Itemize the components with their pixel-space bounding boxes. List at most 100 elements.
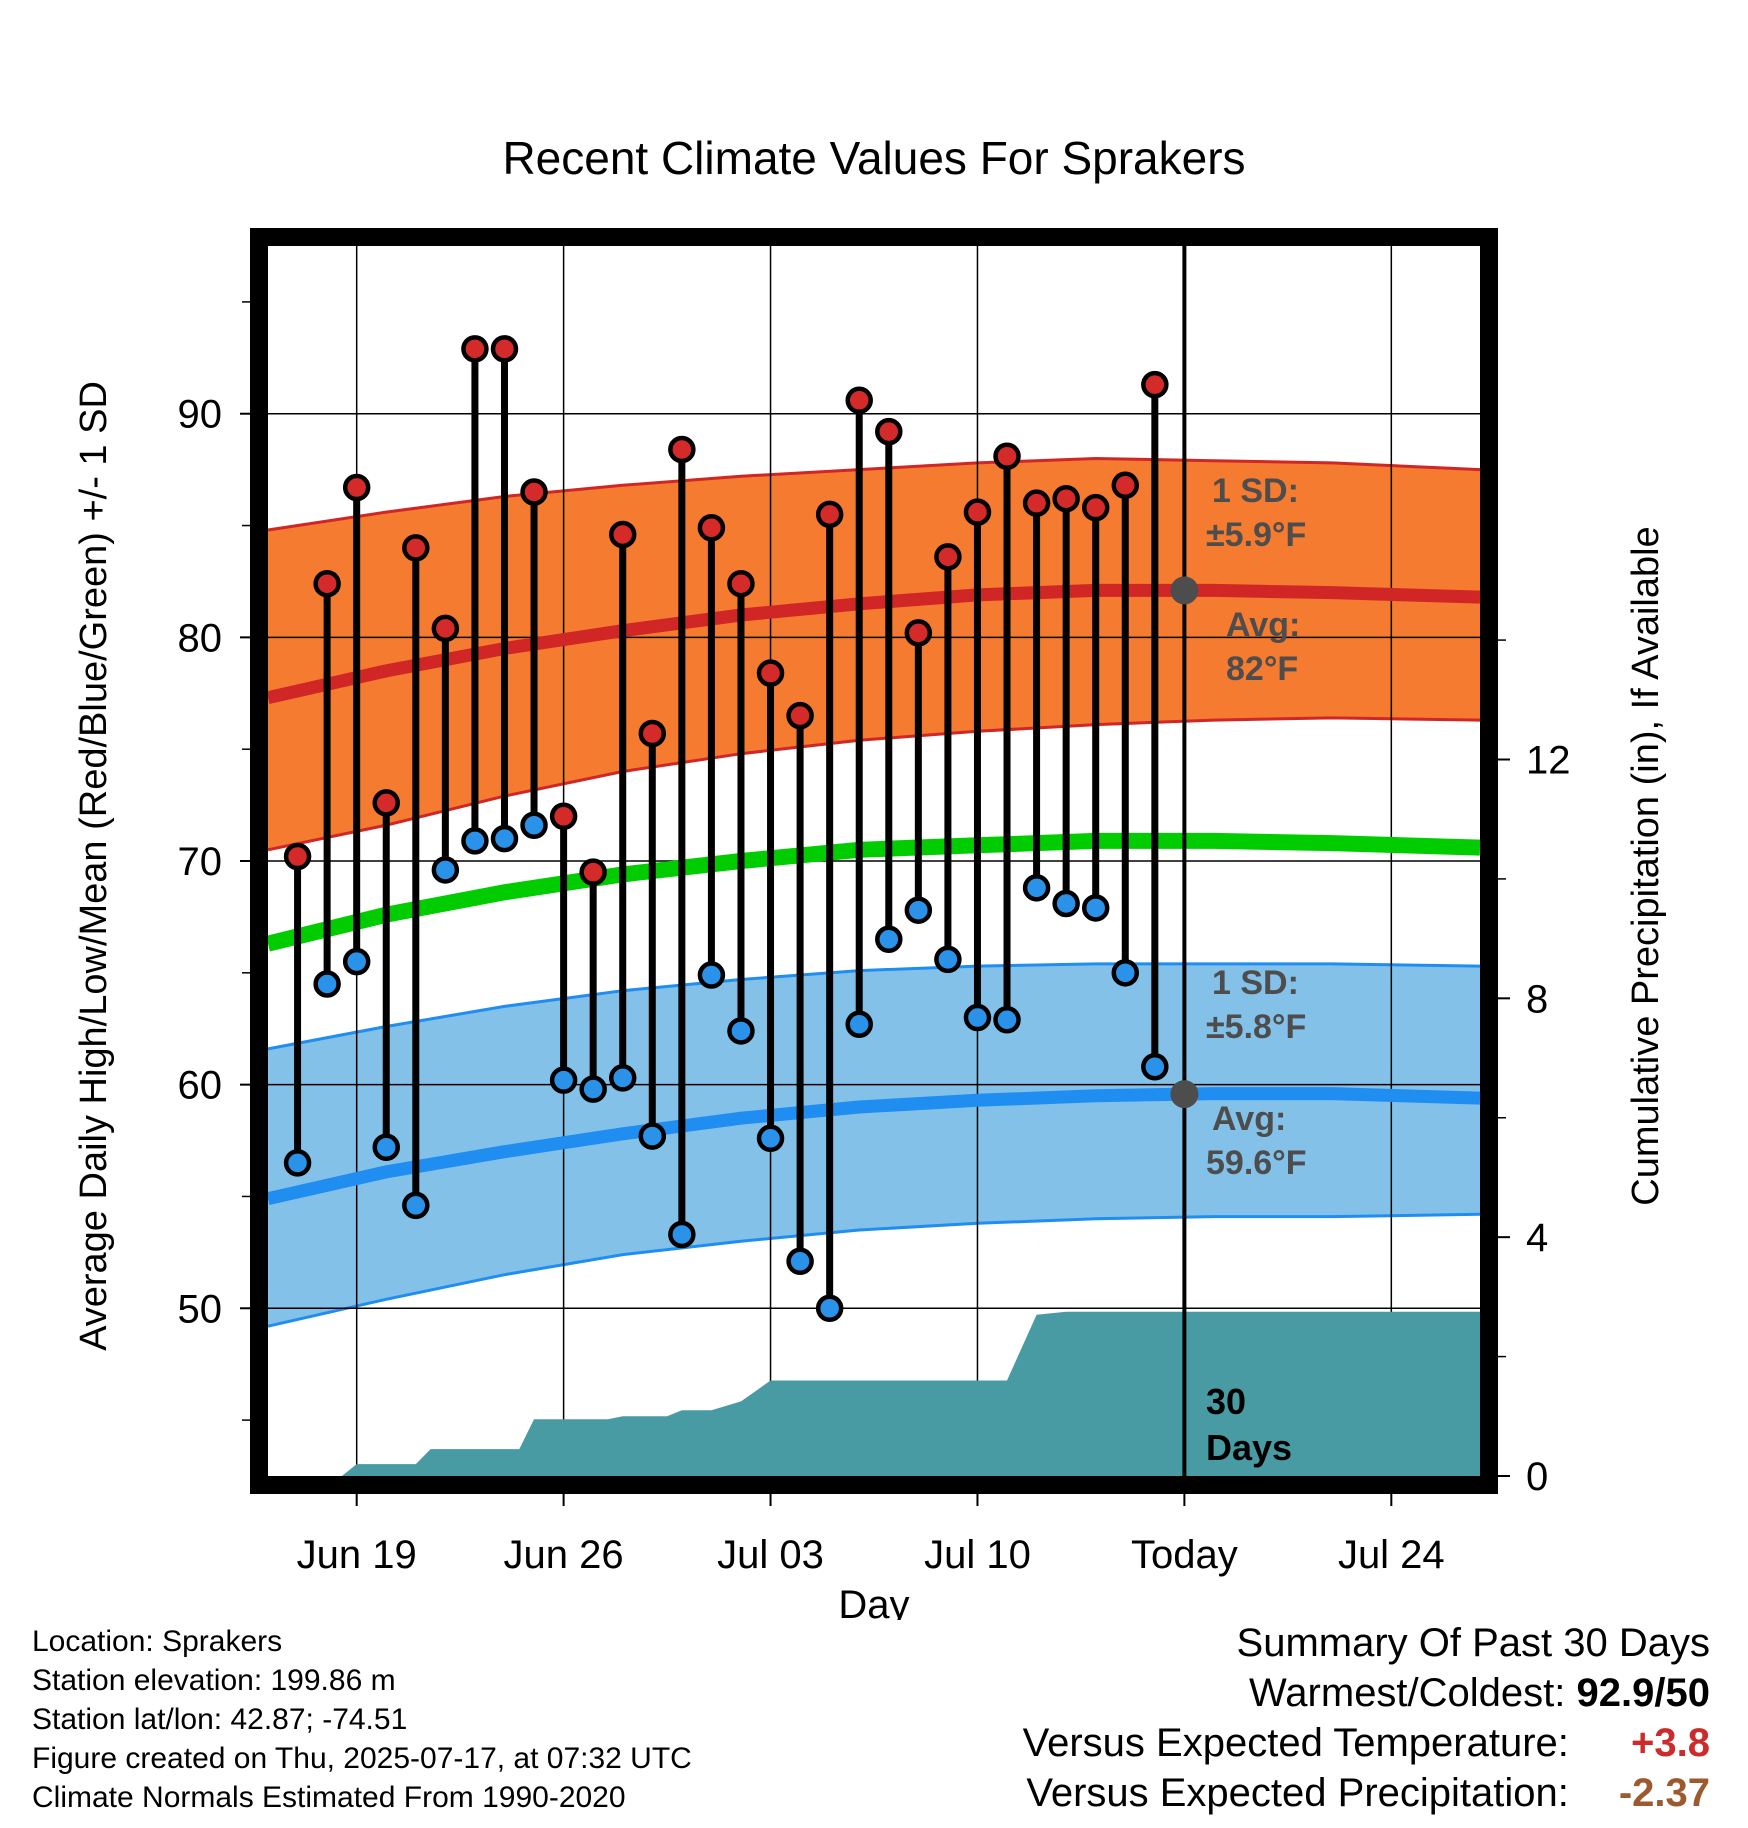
daily-high-point	[402, 534, 430, 562]
daily-low-point	[904, 896, 933, 924]
daily-high-point	[786, 701, 814, 730]
daily-low-point	[934, 945, 962, 974]
daily-bar	[608, 520, 637, 1092]
x-tick-label: Jun 26	[504, 1533, 624, 1577]
low-band-lower-edge	[267, 1212, 1481, 1328]
daily-high-point	[1111, 471, 1140, 500]
low-avg-value: 59.6°F	[1206, 1144, 1307, 1182]
y-axis-label: Average Daily High/Low/Mean (Red/Blue/Gr…	[73, 381, 115, 1351]
daily-bar	[402, 534, 430, 1220]
low-sd-label: 1 SD:	[1212, 964, 1299, 1002]
y2-tick-label: 8	[1526, 977, 1548, 1021]
daily-low-point	[520, 811, 548, 839]
high-sd-value: ±5.9°F	[1206, 516, 1306, 554]
daily-high-point	[815, 500, 844, 529]
daily-low-point	[963, 1003, 992, 1032]
daily-low-point	[283, 1149, 312, 1177]
daily-bar	[668, 435, 696, 1249]
daily-low-point	[668, 1220, 696, 1249]
plot-frame	[250, 228, 1498, 1494]
precip-days-label: Days	[1206, 1427, 1292, 1468]
daily-low-point	[431, 856, 460, 884]
daily-high-point	[342, 473, 371, 502]
precip-days-number: 30	[1206, 1381, 1246, 1422]
daily-high-point	[993, 442, 1021, 470]
daily-high-point	[1141, 370, 1169, 399]
x-tick-label: Jul 03	[717, 1533, 824, 1577]
daily-bar	[461, 335, 489, 855]
warmest-coldest-row: Warmest/Coldest: 92.9/50	[1023, 1668, 1710, 1718]
daily-bar	[372, 789, 400, 1162]
daily-low-point	[815, 1294, 844, 1323]
precipitation-area	[268, 1311, 1480, 1476]
today-marker-group	[1170, 246, 1199, 1476]
daily-bar	[1081, 493, 1110, 922]
daily-low-point	[1081, 894, 1110, 922]
plot-border	[250, 228, 1498, 1494]
daily-high-point	[1022, 489, 1051, 517]
daily-bar	[431, 614, 460, 884]
daily-bar	[993, 442, 1021, 1034]
daily-low-point	[875, 925, 903, 954]
daily-high-point	[875, 417, 903, 446]
daily-high-point	[1052, 484, 1080, 513]
low-sd-value: ±5.8°F	[1206, 1008, 1306, 1046]
y2-tick-label: 4	[1526, 1216, 1548, 1260]
avg-low-line	[266, 1087, 1481, 1206]
precip-departure-value: -2.37	[1618, 1771, 1710, 1815]
daily-high-point	[638, 719, 667, 748]
daily-bar	[1141, 370, 1169, 1081]
daily-low-point	[756, 1124, 785, 1153]
daily-high-point	[372, 789, 400, 817]
warmest-coldest-value: 92.9/50	[1576, 1671, 1710, 1715]
daily-bar	[875, 417, 903, 954]
temp-departure-label: Versus Expected Temperature:	[1022, 1721, 1569, 1765]
daily-high-point	[608, 520, 637, 549]
today-avg-high-dot	[1170, 576, 1199, 605]
chart-title: Recent Climate Values For Sprakers	[502, 132, 1245, 184]
daily-high-point	[756, 659, 785, 687]
daily-low-point	[993, 1006, 1021, 1034]
daily-low-point	[697, 961, 726, 989]
daily-high-low-bars	[283, 335, 1169, 1323]
high-sd-band	[268, 458, 1480, 850]
daily-bar	[638, 719, 667, 1150]
today-avg-low-dot	[1170, 1080, 1199, 1109]
daily-high-point	[283, 842, 312, 871]
normals-text: Climate Normals Estimated From 1990-2020	[32, 1781, 626, 1814]
created-text: Figure created on Thu, 2025-07-17, at 07…	[32, 1742, 692, 1775]
daily-low-point	[579, 1075, 607, 1103]
daily-low-point	[461, 827, 489, 855]
low-sd-band	[268, 963, 1480, 1327]
daily-bar	[490, 335, 519, 853]
daily-bar	[845, 386, 873, 1039]
daily-high-point	[727, 569, 755, 598]
daily-high-point	[549, 802, 578, 831]
high-avg-value: 82°F	[1226, 650, 1298, 688]
daily-low-point	[402, 1191, 430, 1220]
daily-low-point	[490, 824, 519, 853]
y-tick-label: 90	[178, 393, 223, 437]
summary-heading: Summary Of Past 30 Days	[1236, 1621, 1710, 1665]
axes: 50 60 70 80 90 0 4 8 12 Jun 19 Jun 26 Jul 03 Jul 10 T…	[178, 301, 1571, 1577]
daily-bar	[756, 659, 785, 1153]
y2-tick-label: 12	[1526, 738, 1571, 782]
elevation-text: Station elevation: 199.86 m	[32, 1664, 396, 1697]
daily-bar	[697, 514, 726, 989]
daily-bar	[815, 500, 844, 1323]
daily-bar	[313, 569, 341, 998]
daily-high-point	[845, 386, 873, 415]
station-info: Location: Sprakers Station elevation: 19…	[32, 1622, 692, 1817]
x-axis-label: Day	[838, 1583, 909, 1620]
avg-mean-line	[266, 832, 1481, 952]
daily-bar	[579, 858, 607, 1103]
daily-bar	[342, 473, 371, 976]
x-tick-label: Today	[1131, 1533, 1238, 1577]
warmest-coldest-label: Warmest/Coldest:	[1249, 1671, 1566, 1715]
daily-high-point	[697, 514, 726, 542]
daily-low-point	[1052, 889, 1080, 918]
daily-bar	[283, 842, 312, 1177]
daily-high-point	[904, 619, 933, 647]
daily-low-point	[313, 970, 341, 998]
y-tick-label: 70	[178, 840, 223, 884]
